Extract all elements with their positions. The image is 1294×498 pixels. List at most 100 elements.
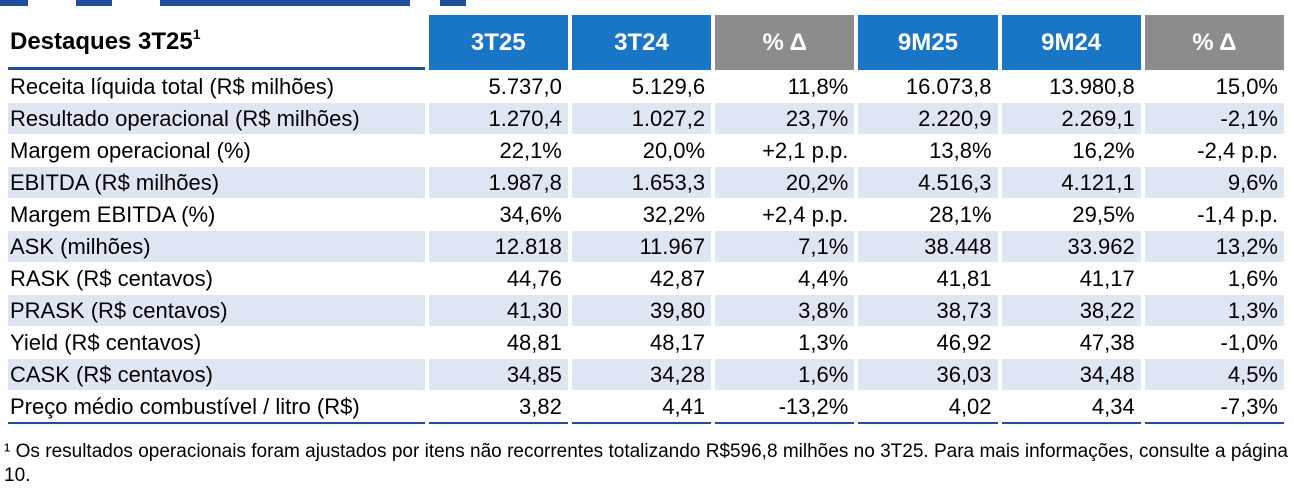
cell-value: 4,34	[1001, 391, 1141, 424]
cell-value: -1,0%	[1220, 329, 1278, 355]
table-row: Resultado operacional (R$ milhões) 1.270,…	[8, 103, 1284, 134]
table-row: Margem operacional (%) 22,1% 20,0% +2,1 p.p…	[8, 135, 1284, 166]
row-label: Margem EBITDA (%)	[10, 201, 216, 227]
footnote-mark: 1	[192, 26, 201, 42]
table-title-text: Destaques 3T25	[10, 28, 193, 55]
table-header-row: Destaques 3T251 3T25 3T24 % Δ 9M25 9M24 …	[8, 15, 1284, 70]
cell-value: 1,3%	[798, 329, 849, 355]
cell-value: 4.516,3	[858, 167, 998, 198]
cell-value: 41,17	[1079, 265, 1135, 291]
cell-value: 46,92	[936, 329, 992, 355]
cell-value: 34,48	[1001, 359, 1141, 390]
row-label: CASK (R$ centavos)	[8, 359, 425, 390]
cell-value: 44,76	[506, 265, 562, 291]
cell-value: 16.073,8	[905, 73, 992, 99]
cell-value: -13,2%	[715, 391, 855, 424]
cell-value: 34,6%	[499, 201, 562, 227]
cell-value: 34,85	[428, 359, 568, 390]
cell-value: 4.121,1	[1001, 167, 1141, 198]
table-row: Receita líquida total (R$ milhões) 5.737,…	[8, 71, 1284, 102]
column-header-9m24: 9M24	[1001, 15, 1141, 70]
cell-value: 4,41	[571, 391, 712, 424]
cell-value: +2,4 p.p.	[762, 201, 849, 227]
cell-value: 3,8%	[715, 295, 855, 326]
cell-value: 38,73	[858, 295, 998, 326]
table-row: ASK (milhões) 12.818 11.967 7,1% 38.448 33.96…	[8, 231, 1284, 262]
table-row: Margem EBITDA (%) 34,6% 32,2% +2,4 p.p. 28,1…	[8, 199, 1284, 230]
cell-value: +2,1 p.p.	[762, 137, 849, 163]
cell-value: 1,6%	[715, 359, 855, 390]
cell-value: 1,3%	[1144, 295, 1284, 326]
cell-value: 5.129,6	[631, 73, 706, 99]
row-label: Margem operacional (%)	[10, 137, 251, 163]
row-label: RASK (R$ centavos)	[10, 265, 213, 291]
cell-value: 47,38	[1079, 329, 1135, 355]
cell-value: 32,2%	[642, 201, 706, 227]
row-label: Yield (R$ centavos)	[10, 329, 202, 355]
cell-value: 12.818	[428, 231, 568, 262]
title-remnant-bar	[0, 0, 1294, 6]
column-header-9m25: 9M25	[858, 15, 998, 70]
cell-value: 2.269,1	[1001, 103, 1141, 134]
cell-value: 13,8%	[929, 137, 992, 163]
column-header-3t25: 3T25	[428, 15, 568, 70]
row-label: ASK (milhões)	[8, 231, 425, 262]
footnote: ¹ Os resultados operacionais foram ajust…	[4, 441, 1288, 486]
cell-value: 5.737,0	[488, 73, 562, 99]
title-remnant-segment	[76, 0, 112, 6]
title-remnant-segment	[440, 0, 466, 6]
cell-value: -2,1%	[1144, 103, 1284, 134]
cell-value: 13.980,8	[1049, 73, 1135, 99]
cell-value: 38,22	[1001, 295, 1141, 326]
column-header-nine-month-change: % Δ	[1144, 15, 1284, 70]
table-row: Preço médio combustível / litro (R$) 3,82…	[8, 391, 1284, 424]
row-label: EBITDA (R$ milhões)	[8, 167, 425, 198]
cell-value: 1.653,3	[571, 167, 712, 198]
cell-value: 29,5%	[1072, 201, 1135, 227]
cell-value: 42,87	[650, 265, 706, 291]
cell-value: 20,2%	[715, 167, 855, 198]
cell-value: 48,81	[506, 329, 562, 355]
table-row: CASK (R$ centavos) 34,85 34,28 1,6% 36,03 34,…	[8, 359, 1284, 390]
cell-value: 7,1%	[715, 231, 855, 262]
cell-value: 28,1%	[929, 201, 992, 227]
table-title: Destaques 3T251	[8, 15, 425, 70]
table-row: EBITDA (R$ milhões) 1.987,8 1.653,3 20,2% 4.…	[8, 167, 1284, 198]
cell-value: 3,82	[428, 391, 568, 424]
cell-value: 1.270,4	[428, 103, 568, 134]
table-row: Yield (R$ centavos) 48,81 48,17 1,3% 46,92 47…	[8, 327, 1284, 358]
cell-value: 22,1%	[499, 137, 562, 163]
cell-value: -2,4 p.p.	[1197, 137, 1278, 163]
cell-value: 41,30	[428, 295, 568, 326]
cell-value: 11.967	[571, 231, 712, 262]
cell-value: 11,8%	[787, 73, 849, 99]
highlights-table: Destaques 3T251 3T25 3T24 % Δ 9M25 9M24 …	[4, 14, 1288, 425]
row-label: Preço médio combustível / litro (R$)	[8, 391, 425, 424]
row-label: PRASK (R$ centavos)	[8, 295, 425, 326]
title-remnant-segment	[0, 0, 28, 6]
cell-value: 13,2%	[1144, 231, 1284, 262]
row-label: Resultado operacional (R$ milhões)	[8, 103, 425, 134]
row-label: Receita líquida total (R$ milhões)	[10, 73, 335, 99]
title-remnant-segment	[160, 0, 410, 6]
cell-value: 34,28	[571, 359, 712, 390]
cell-value: 38.448	[858, 231, 998, 262]
cell-value: 23,7%	[715, 103, 855, 134]
cell-value: 15,0%	[1215, 73, 1278, 99]
cell-value: 9,6%	[1144, 167, 1284, 198]
table-row: PRASK (R$ centavos) 41,30 39,80 3,8% 38,73 38…	[8, 295, 1284, 326]
cell-value: 48,17	[650, 329, 706, 355]
cell-value: 20,0%	[642, 137, 706, 163]
cell-value: 16,2%	[1072, 137, 1135, 163]
cell-value: -7,3%	[1144, 391, 1284, 424]
cell-value: 39,80	[571, 295, 712, 326]
column-header-3t24: 3T24	[571, 15, 712, 70]
table-row: RASK (R$ centavos) 44,76 42,87 4,4% 41,81 41,…	[8, 263, 1284, 294]
cell-value: 33.962	[1001, 231, 1141, 262]
cell-value: 4,4%	[798, 265, 849, 291]
cell-value: 1.027,2	[571, 103, 712, 134]
cell-value: 41,81	[936, 265, 992, 291]
column-header-quarter-change: % Δ	[715, 15, 855, 70]
cell-value: 4,5%	[1144, 359, 1284, 390]
cell-value: 1.987,8	[428, 167, 568, 198]
